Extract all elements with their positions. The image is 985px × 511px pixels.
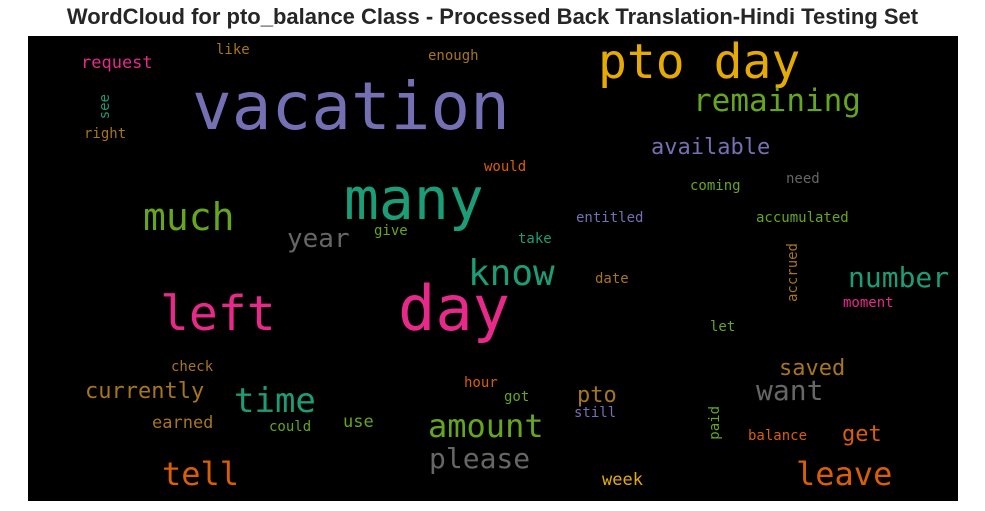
word-hour: hour xyxy=(464,375,498,391)
word-remaining: remaining xyxy=(693,83,861,119)
word-time: time xyxy=(234,381,316,421)
word-pto: pto xyxy=(577,383,617,408)
word-paid: paid xyxy=(707,406,723,440)
word-entitled: entitled xyxy=(576,210,644,226)
word-day: day xyxy=(398,272,510,345)
word-earned: earned xyxy=(152,413,214,433)
word-vacation: vacation xyxy=(192,68,510,145)
word-take: take xyxy=(518,231,552,247)
word-request: request xyxy=(81,53,153,73)
word-please: please xyxy=(429,442,531,475)
word-know: know xyxy=(468,253,555,294)
word-still: still xyxy=(574,405,617,421)
word-like: like xyxy=(216,42,250,58)
word-week: week xyxy=(602,470,643,490)
word-accumulated: accumulated xyxy=(756,210,849,226)
word-accrued: accrued xyxy=(785,243,801,303)
word-year: year xyxy=(287,224,350,254)
word-let: let xyxy=(710,319,736,335)
word-date: date xyxy=(595,271,629,287)
word-give: give xyxy=(374,223,408,239)
word-check: check xyxy=(171,359,214,375)
word-use: use xyxy=(343,412,374,432)
figure-title: WordCloud for pto_balance Class - Proces… xyxy=(66,4,919,29)
word-need: need xyxy=(786,171,820,187)
word-many: many xyxy=(344,165,484,233)
word-number: number xyxy=(848,261,950,294)
word-want: want xyxy=(756,374,824,407)
word-cloud: vacation pto day remaining many day left… xyxy=(28,36,958,501)
word-see: see xyxy=(97,94,113,120)
word-amount: amount xyxy=(428,407,544,445)
word-got: got xyxy=(504,389,530,405)
word-enough: enough xyxy=(428,48,479,64)
word-coming: coming xyxy=(690,178,741,194)
word-tell: tell xyxy=(162,455,240,493)
word-leave: leave xyxy=(796,455,893,493)
word-get: get xyxy=(842,422,882,447)
word-right: right xyxy=(84,126,127,142)
word-available: available xyxy=(651,135,771,160)
word-currently: currently xyxy=(85,379,205,404)
word-left: left xyxy=(160,286,276,342)
word-much: much xyxy=(143,195,235,239)
word-moment: moment xyxy=(843,295,894,311)
word-pto-day: pto day xyxy=(598,36,801,90)
word-could: could xyxy=(269,419,312,435)
word-would: would xyxy=(484,159,527,175)
word-balance: balance xyxy=(748,428,808,444)
word-saved: saved xyxy=(779,356,846,381)
